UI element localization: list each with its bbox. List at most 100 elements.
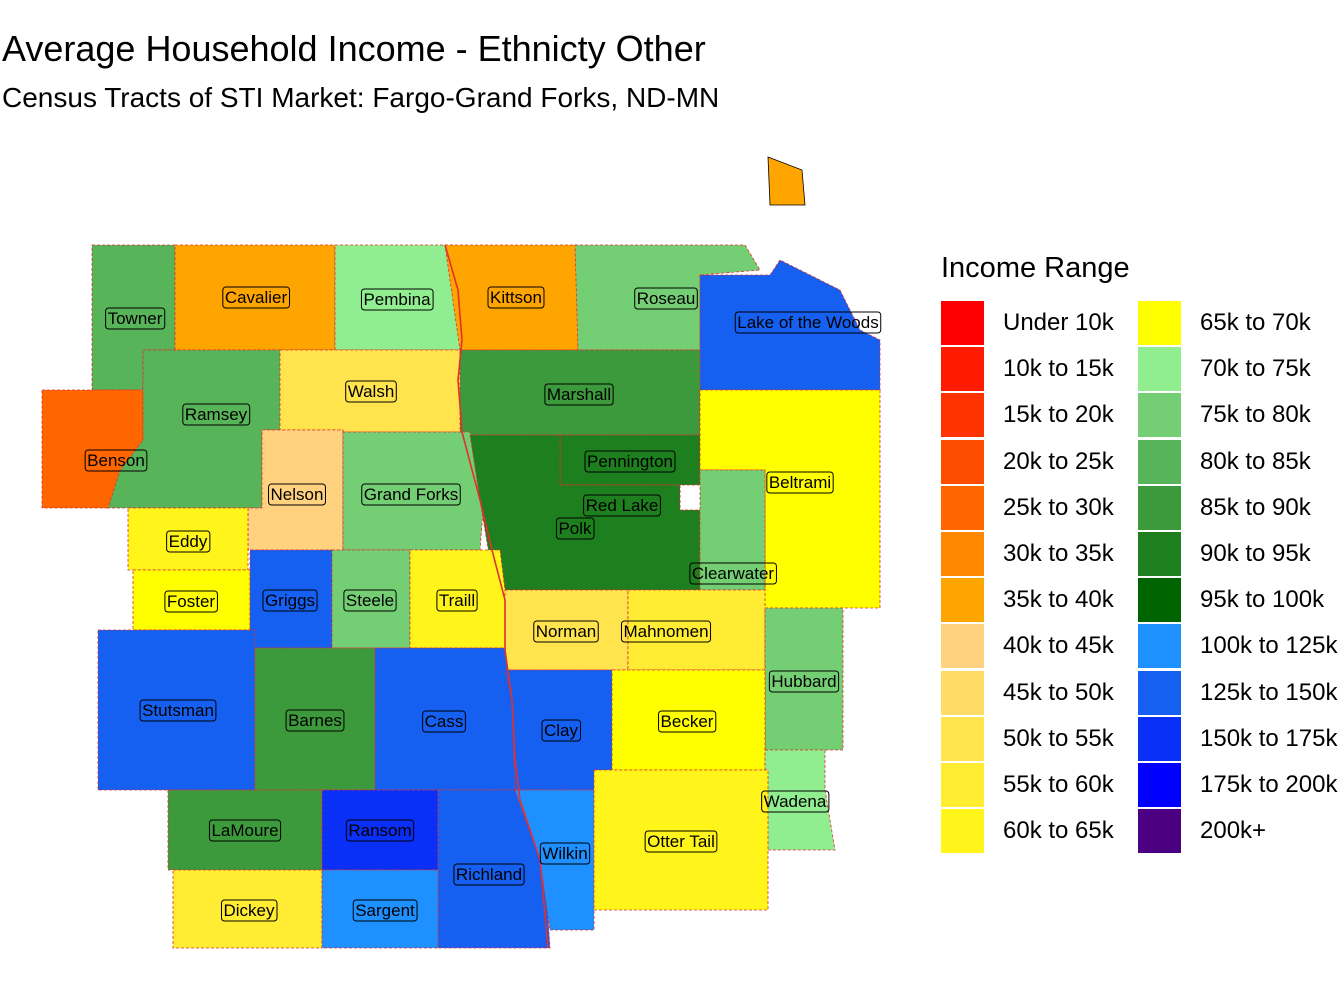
legend-title: Income Range bbox=[941, 252, 1130, 284]
legend-item: 55k to 60k bbox=[941, 763, 1114, 807]
county-label-box bbox=[541, 719, 582, 742]
county-region bbox=[321, 869, 439, 949]
legend-item: 20k to 25k bbox=[941, 439, 1114, 484]
county-label-box bbox=[361, 483, 461, 506]
legend-swatch bbox=[941, 670, 984, 715]
county-name: Barnes bbox=[288, 711, 342, 730]
legend-swatch bbox=[941, 763, 984, 807]
county-label: Grand Forks bbox=[361, 483, 461, 506]
legend-item: 70k to 75k bbox=[1138, 347, 1311, 392]
county-name: Steele bbox=[346, 591, 394, 610]
county-label: Ramsey bbox=[182, 403, 251, 426]
legend-label: 55k to 60k bbox=[1003, 771, 1114, 798]
legend-item: 90k to 95k bbox=[1138, 532, 1311, 576]
county-label-box bbox=[422, 710, 466, 733]
county-name: Grand Forks bbox=[364, 485, 458, 504]
county-label-box bbox=[84, 449, 148, 472]
legend-label: 175k to 200k bbox=[1200, 771, 1338, 798]
county-label: Norman bbox=[533, 620, 599, 643]
county-label-box bbox=[583, 494, 661, 517]
legend-item: 75k to 80k bbox=[1138, 393, 1311, 438]
county-label-box bbox=[453, 863, 525, 886]
county-name: Richland bbox=[456, 865, 522, 884]
legend-swatch bbox=[1138, 809, 1181, 854]
legend-label: 10k to 15k bbox=[1003, 355, 1114, 383]
county-label-box bbox=[544, 383, 614, 406]
legend-label: 65k to 70k bbox=[1200, 309, 1311, 336]
county-label-box bbox=[436, 589, 478, 612]
county-label: Wilkin bbox=[539, 842, 591, 865]
legend-swatch bbox=[1138, 301, 1181, 345]
legend-swatch bbox=[941, 809, 984, 854]
county-label: Richland bbox=[453, 863, 525, 886]
legend-label: 35k to 40k bbox=[1003, 586, 1114, 614]
legend-swatch bbox=[941, 485, 984, 530]
county-name: Benson bbox=[87, 451, 145, 470]
county-label: Otter Tail bbox=[644, 830, 718, 853]
state-border bbox=[444, 244, 549, 949]
legend-label: 50k to 55k bbox=[1003, 724, 1114, 752]
county-label: Clearwater bbox=[689, 562, 777, 585]
legend-item: 35k to 40k bbox=[941, 578, 1114, 623]
county-name: Griggs bbox=[265, 591, 315, 610]
county-region bbox=[167, 789, 323, 871]
county-regions bbox=[41, 156, 881, 949]
county-label-box bbox=[164, 590, 218, 613]
legend-swatch bbox=[941, 532, 984, 576]
county-label-box bbox=[345, 380, 397, 403]
legend-label: 90k to 95k bbox=[1200, 540, 1311, 567]
legend-item: 85k to 90k bbox=[1138, 485, 1311, 530]
legend-item: 45k to 50k bbox=[941, 670, 1114, 715]
county-label: Cass bbox=[422, 710, 466, 733]
legend-item: 125k to 150k bbox=[1138, 670, 1337, 715]
legend-label: 95k to 100k bbox=[1200, 586, 1325, 614]
county-name: Dickey bbox=[223, 901, 275, 920]
county-label-box bbox=[689, 562, 777, 585]
county-label-box bbox=[208, 819, 282, 842]
county-label: Becker bbox=[658, 710, 717, 733]
county-label: Pennington bbox=[584, 450, 676, 473]
legend-label: 100k to 125k bbox=[1200, 632, 1338, 660]
county-name: Ransom bbox=[348, 821, 411, 840]
legend-swatch bbox=[1138, 439, 1181, 484]
county-name: LaMoure bbox=[211, 821, 278, 840]
map-title: Average Household Income - Ethnicty Othe… bbox=[2, 28, 706, 69]
county-name: Kittson bbox=[490, 288, 542, 307]
county-name: Mahnomen bbox=[623, 622, 708, 641]
legend-swatch bbox=[1138, 347, 1181, 392]
county-label: Nelson bbox=[268, 483, 326, 506]
county-label-box bbox=[533, 620, 599, 643]
legend-item: 15k to 20k bbox=[941, 393, 1114, 438]
legend-label: 20k to 25k bbox=[1003, 447, 1114, 475]
county-region bbox=[593, 769, 769, 911]
legend-item: 60k to 65k bbox=[941, 809, 1114, 854]
county-name: Otter Tail bbox=[647, 832, 715, 851]
legend-swatch bbox=[941, 439, 984, 484]
county-name: Traill bbox=[439, 591, 475, 610]
legend-swatch bbox=[1138, 393, 1181, 438]
county-name: Red Lake bbox=[586, 496, 659, 515]
county-name: Pennington bbox=[587, 452, 673, 471]
county-label-box bbox=[105, 307, 166, 330]
county-label-box bbox=[139, 699, 217, 722]
county-label-box bbox=[658, 710, 717, 733]
county-name: Roseau bbox=[637, 289, 696, 308]
county-name: Clay bbox=[544, 721, 579, 740]
county-name: Wilkin bbox=[542, 844, 587, 863]
county-label: Barnes bbox=[285, 709, 345, 732]
red-river-border bbox=[444, 244, 549, 949]
county-name: Towner bbox=[108, 309, 163, 328]
legend-item: 50k to 55k bbox=[941, 716, 1114, 761]
county-label-box bbox=[182, 403, 251, 426]
county-name: Norman bbox=[536, 622, 596, 641]
county-label: Benson bbox=[84, 449, 148, 472]
county-label-box bbox=[768, 670, 840, 693]
legend-item: 100k to 125k bbox=[1138, 624, 1338, 669]
legend-item: 150k to 175k bbox=[1138, 716, 1337, 761]
legend-item: 10k to 15k bbox=[941, 347, 1114, 392]
legend-item: 95k to 100k bbox=[1138, 578, 1325, 623]
legend-label: 30k to 35k bbox=[1003, 540, 1114, 567]
county-label: Kittson bbox=[487, 286, 545, 309]
county-label: Clay bbox=[541, 719, 582, 742]
